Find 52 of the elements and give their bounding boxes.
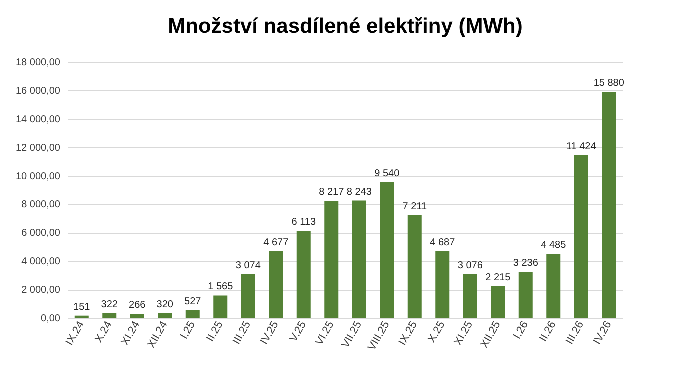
y-tick-label: 12 000,00: [16, 142, 61, 154]
bar: [296, 231, 311, 318]
bar: [352, 200, 366, 318]
y-tick-label: 10 000,00: [16, 171, 61, 182]
y-tick-label: 14 000,00: [16, 114, 61, 126]
data-label: 9 540: [374, 168, 400, 180]
data-label: 151: [74, 302, 91, 313]
data-label: 3 076: [458, 260, 484, 272]
bar: [408, 215, 422, 318]
bar: [546, 254, 561, 318]
data-label: 1 565: [208, 282, 234, 293]
data-label: 4 687: [430, 237, 456, 248]
bar: [102, 313, 117, 318]
data-label: 527: [184, 296, 202, 308]
y-tick-label: 16 000,00: [16, 86, 61, 97]
chart-title: Množství nasdílené elektřiny (MWh): [168, 15, 523, 38]
bar: [436, 251, 450, 318]
bar: [269, 251, 284, 318]
y-tick-label: 8 000,00: [22, 200, 61, 211]
data-label: 15 880: [594, 78, 625, 90]
bar: [463, 274, 478, 318]
bar: [491, 286, 506, 318]
data-label: 266: [129, 300, 146, 312]
data-label: 8 243: [346, 186, 372, 198]
bar: [602, 92, 616, 318]
data-label: 3 236: [513, 258, 539, 269]
data-label: 8 217: [319, 187, 345, 198]
y-tick-label: 6 000,00: [22, 228, 61, 240]
data-label: 320: [156, 299, 174, 310]
y-tick-label: 2 000,00: [22, 285, 61, 296]
data-label: 3 074: [236, 260, 262, 272]
bar: [158, 313, 172, 318]
bar: [518, 272, 533, 318]
data-label: 4 677: [264, 237, 290, 248]
data-label: 2 215: [486, 272, 512, 284]
data-label: 4 485: [541, 240, 567, 252]
bar: [186, 310, 200, 318]
data-label: 6 113: [292, 217, 316, 228]
data-label: 11 424: [566, 142, 597, 153]
y-tick-label: 4 000,00: [22, 256, 61, 268]
data-label: 7 211: [402, 201, 428, 212]
x-tick-label: I.26: [512, 320, 532, 342]
bar: [380, 182, 394, 318]
data-label: 322: [101, 299, 118, 310]
y-tick-label: 0,00: [41, 314, 61, 324]
bar: [324, 201, 339, 318]
y-tick-label: 18 000,00: [16, 58, 61, 68]
bar: [574, 156, 588, 318]
bar: [130, 314, 144, 318]
bar: [241, 274, 256, 318]
bar: [214, 296, 228, 318]
x-tick-label: I.25: [178, 320, 198, 342]
